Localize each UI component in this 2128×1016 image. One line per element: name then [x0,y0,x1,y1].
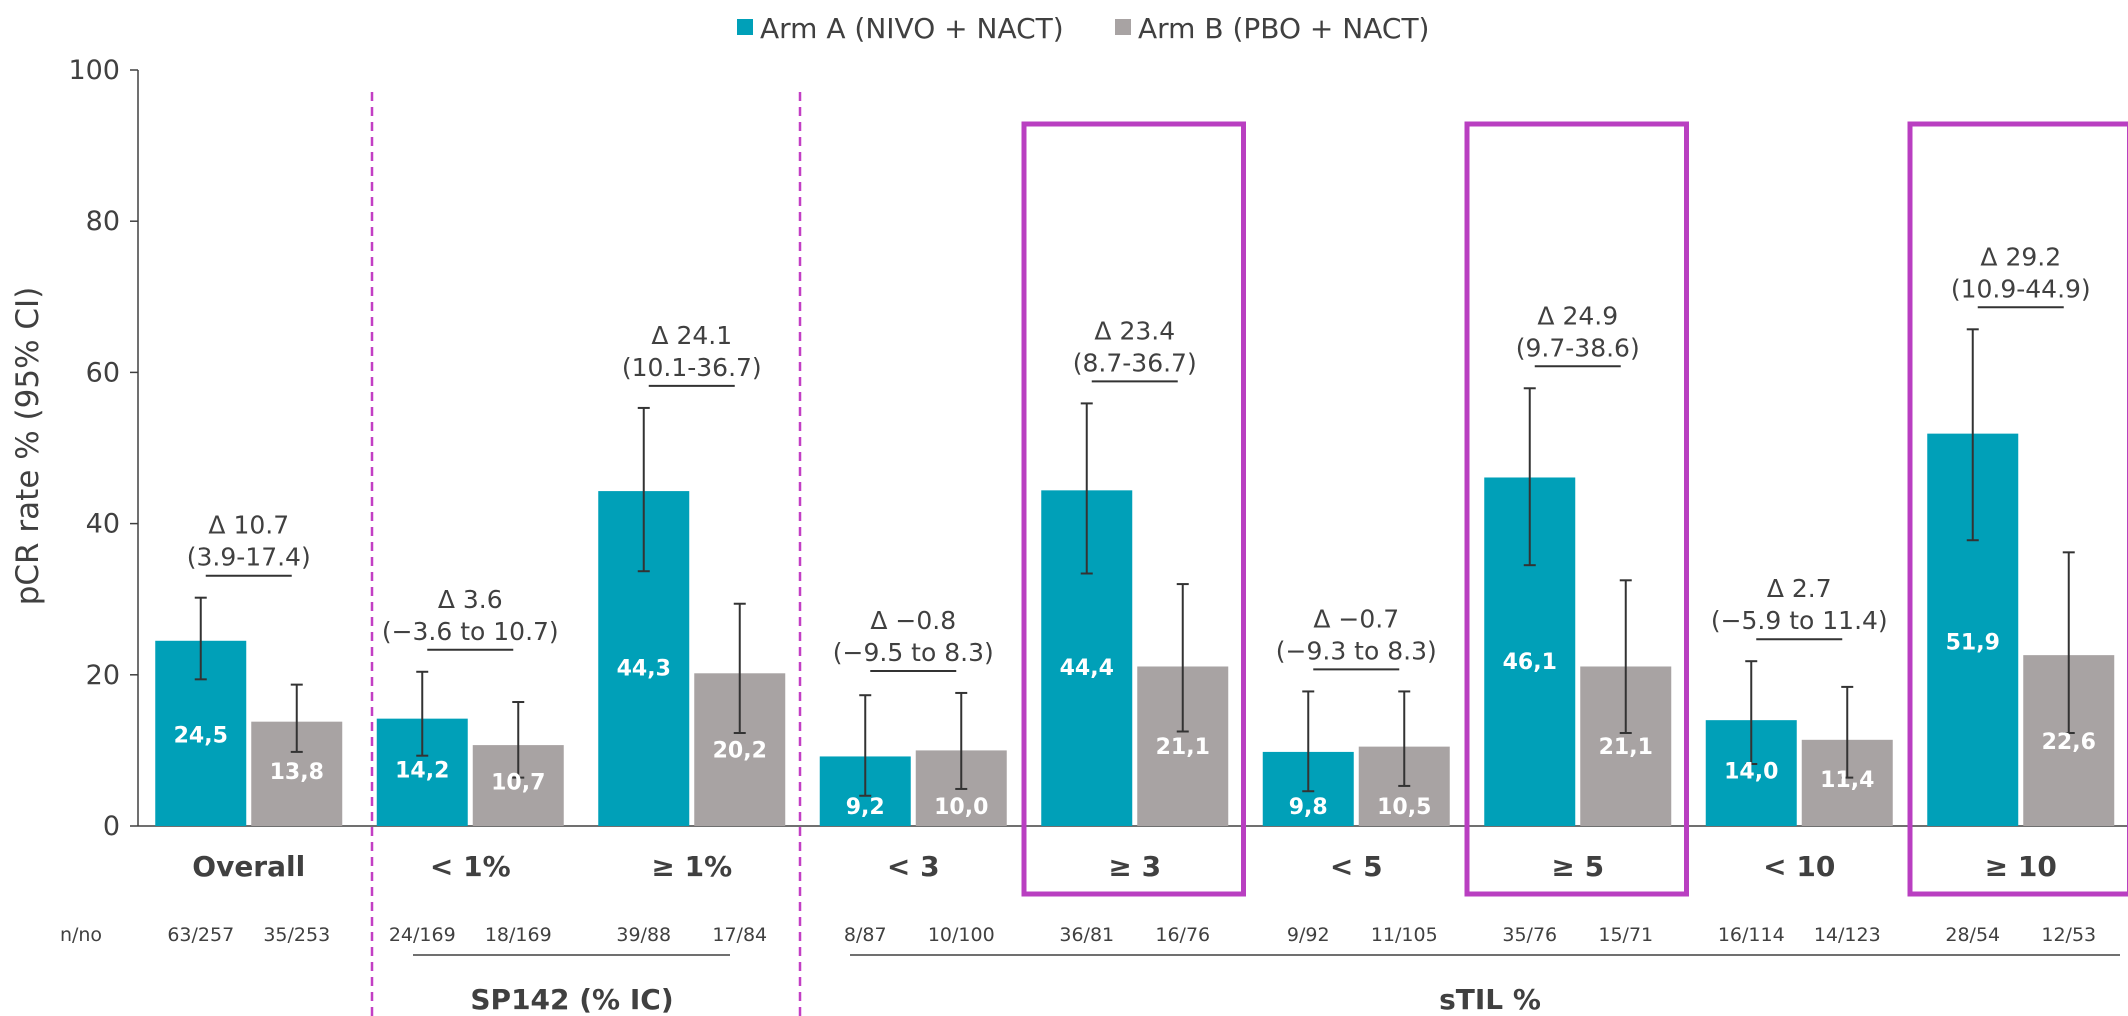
delta-ci-label: (9.7-38.6) [1516,333,1640,362]
bar-value-label: 14,0 [1724,759,1778,784]
y-tick-label: 80 [86,206,120,237]
delta-label: Δ 29.2 [1980,242,2061,271]
y-tick-label: 0 [103,811,120,842]
category-label: < 5 [1330,850,1383,883]
bar-value-label: 51,9 [1946,630,2000,655]
legend-label-arm-a: Arm A (NIVO + NACT) [760,12,1064,45]
category-label: < 10 [1763,850,1835,883]
n-count-arm-a: 16/114 [1718,924,1785,946]
delta-ci-label: (10.1-36.7) [622,353,762,382]
bar-value-label: 11,4 [1820,768,1874,793]
y-tick-label: 20 [86,660,120,691]
n-count-arm-b: 17/84 [712,924,767,946]
legend-swatch-arm-a [737,19,753,35]
bar-value-label: 22,6 [2042,730,2096,755]
group-dividers [370,92,802,1016]
category-label: ≥ 1% [651,850,732,883]
category-label: ≥ 10 [1985,850,2057,883]
delta-label: Δ 2.7 [1767,574,1832,603]
bar-value-label: 21,1 [1599,735,1653,760]
n-count-arm-b: 12/53 [2041,924,2096,946]
bar-value-label: 46,1 [1503,650,1557,675]
n-count-arm-b: 14/123 [1814,924,1881,946]
group-label-stil: sTIL % [1439,983,1541,1016]
n-count-arm-b: 15/71 [1598,924,1653,946]
delta-label: Δ 24.1 [651,321,732,350]
category-label: ≥ 5 [1551,850,1604,883]
bar-value-label: 9,8 [1289,795,1328,820]
bar-value-label: 10,5 [1377,795,1431,820]
n-count-arm-a: 36/81 [1059,924,1114,946]
bar-value-label: 24,5 [174,724,228,749]
labels: 24,5 13,8 Δ 10.7 (3.9-17.4) Overall 63/257 35/… [167,242,2096,946]
highlight-box [1464,121,1689,897]
category-label: < 1% [430,850,511,883]
bar-value-label: 20,2 [713,738,767,763]
n-count-arm-a: 9/92 [1287,924,1330,946]
group-label-sp142: SP142 (% IC) [470,983,673,1016]
bar-value-label: 10,0 [934,795,988,820]
category-label: Overall [192,850,305,883]
delta-ci-label: (−3.6 to 10.7) [382,617,559,646]
delta-label: Δ −0.8 [870,606,956,635]
n-count-arm-a: 24/169 [389,924,456,946]
n-count-arm-a: 8/87 [844,924,887,946]
legend-swatch-arm-b [1115,19,1131,35]
n-count-arm-a: 63/257 [167,924,234,946]
n-row-label: n/no [60,924,102,946]
delta-label: Δ 24.9 [1537,301,1618,330]
delta-label: Δ 3.6 [438,585,503,614]
bar-value-label: 13,8 [270,760,324,785]
delta-ci-label: (−9.5 to 8.3) [833,638,994,667]
category-label: ≥ 3 [1108,850,1161,883]
delta-ci-label: (10.9-44.9) [1951,274,2091,303]
bar-value-label: 21,1 [1156,735,1210,760]
highlight-boxes [1021,121,2128,897]
legend: Arm A (NIVO + NACT) Arm B (PBO + NACT) [737,12,1429,45]
delta-label: Δ −0.7 [1313,604,1399,633]
y-tick-label: 40 [86,509,120,540]
n-count-arm-a: 35/76 [1502,924,1557,946]
n-count-arm-a: 28/54 [1945,924,2000,946]
n-count-arm-b: 35/253 [263,924,330,946]
n-count-arm-b: 11/105 [1371,924,1438,946]
highlight-box [1021,121,1246,897]
n-count-arm-a: 39/88 [616,924,671,946]
y-tick-label: 100 [68,55,120,86]
n-count-arm-b: 18/169 [485,924,552,946]
legend-label-arm-b: Arm B (PBO + NACT) [1138,12,1429,45]
bar-value-label: 14,2 [395,759,449,784]
category-label: < 3 [887,850,940,883]
bar-value-label: 44,4 [1060,656,1114,681]
delta-label: Δ 10.7 [208,511,289,540]
delta-ci-label: (3.9-17.4) [187,543,311,572]
delta-ci-label: (−5.9 to 11.4) [1711,606,1888,635]
n-count-arm-b: 16/76 [1155,924,1210,946]
y-tick-label: 60 [86,357,120,388]
error-bars [194,328,2075,797]
delta-ci-label: (−9.3 to 8.3) [1276,636,1437,665]
delta-label: Δ 23.4 [1094,316,1175,345]
bar-value-label: 44,3 [617,656,671,681]
y-axis-title: pCR rate % (95% CI) [10,287,46,606]
bar-value-label: 9,2 [846,795,885,820]
highlight-box [1907,121,2128,897]
bar-value-label: 10,7 [491,771,545,796]
n-count-arm-b: 10/100 [928,924,995,946]
delta-ci-label: (8.7-36.7) [1073,348,1197,377]
